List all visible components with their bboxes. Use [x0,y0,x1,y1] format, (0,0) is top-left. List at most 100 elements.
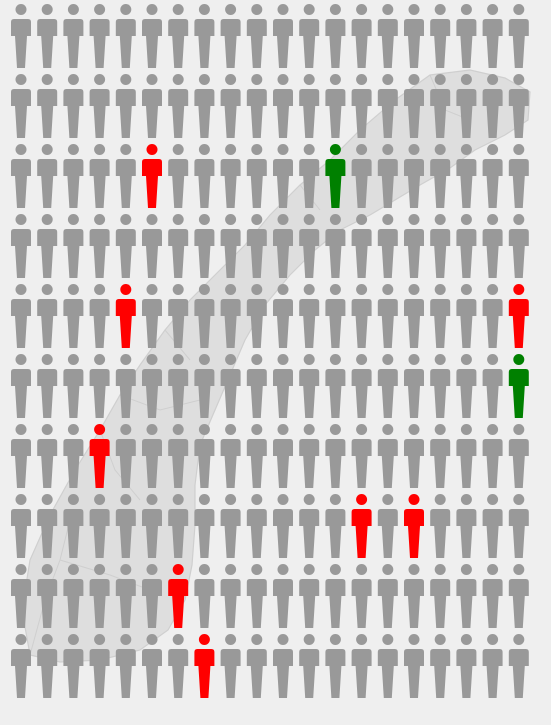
person-icon [404,354,424,418]
person-icon [142,284,162,348]
person-icon [508,214,529,278]
person-icon [11,354,31,418]
person-icon [37,634,58,698]
person-icon [37,4,58,68]
person-icon [115,74,136,138]
person-icon [404,4,424,68]
person-icon [299,564,320,628]
person-icon [404,284,424,348]
person-icon [220,74,241,138]
person-icon [246,214,267,278]
person-icon [168,354,189,418]
person-icon [482,214,503,278]
person-icon [168,634,189,698]
person-icon [456,424,477,488]
person-icon [299,284,320,348]
person-icon [404,144,424,208]
person-icon [37,494,58,558]
person-icon [115,214,136,278]
person-icon [246,284,267,348]
person-icon [115,564,136,628]
person-icon [456,634,477,698]
person-icon [246,144,267,208]
person-icon [273,284,293,348]
person-icon [430,214,451,278]
person-icon [508,354,529,418]
person-icon [273,74,293,138]
person-icon [37,564,58,628]
person-icon [273,564,293,628]
person-icon [115,494,136,558]
person-icon [115,284,136,348]
person-icon [430,4,451,68]
person-icon [325,214,346,278]
person-icon [508,4,529,68]
person-icon [142,74,162,138]
person-icon [299,494,320,558]
person-icon [220,284,241,348]
person-icon [115,144,136,208]
person-icon [63,424,84,488]
person-icon [299,354,320,418]
person-icon [430,564,451,628]
person-icon [142,144,162,208]
person-icon [273,424,293,488]
person-icon [89,144,110,208]
person-icon [351,144,372,208]
person-icon [220,494,241,558]
person-icon [325,144,346,208]
person-icon [482,4,503,68]
person-icon [37,284,58,348]
person-icon [273,634,293,698]
person-icon [142,424,162,488]
person-icon [325,494,346,558]
person-icon [299,144,320,208]
person-icon [299,214,320,278]
person-icon [456,144,477,208]
person-icon [456,354,477,418]
person-icon [404,424,424,488]
person-icon [142,494,162,558]
person-icon [482,564,503,628]
person-icon [377,74,398,138]
person-icon [194,214,215,278]
person-icon [482,494,503,558]
person-icon [351,74,372,138]
person-icon [430,424,451,488]
person-icon [89,494,110,558]
person-icon [37,144,58,208]
person-icon [63,4,84,68]
person-icon [377,634,398,698]
person-icon [168,144,189,208]
person-icon [220,4,241,68]
person-icon [430,74,451,138]
person-icon [456,284,477,348]
person-icon [115,4,136,68]
person-icon [377,4,398,68]
person-icon [273,144,293,208]
person-icon [11,284,31,348]
person-icon [246,74,267,138]
person-icon [220,634,241,698]
person-icon [89,354,110,418]
person-icon [404,634,424,698]
person-icon [325,424,346,488]
person-icon [63,494,84,558]
person-icon [63,144,84,208]
person-icon [456,74,477,138]
person-icon [11,634,31,698]
person-icon [168,564,189,628]
person-icon [377,494,398,558]
person-icon [246,4,267,68]
person-icon [194,4,215,68]
person-icon [325,74,346,138]
person-icon [404,564,424,628]
person-icon [508,494,529,558]
person-icon [377,564,398,628]
person-icon [37,424,58,488]
person-icon [89,424,110,488]
person-icon [194,144,215,208]
person-icon [456,494,477,558]
person-icon [482,284,503,348]
